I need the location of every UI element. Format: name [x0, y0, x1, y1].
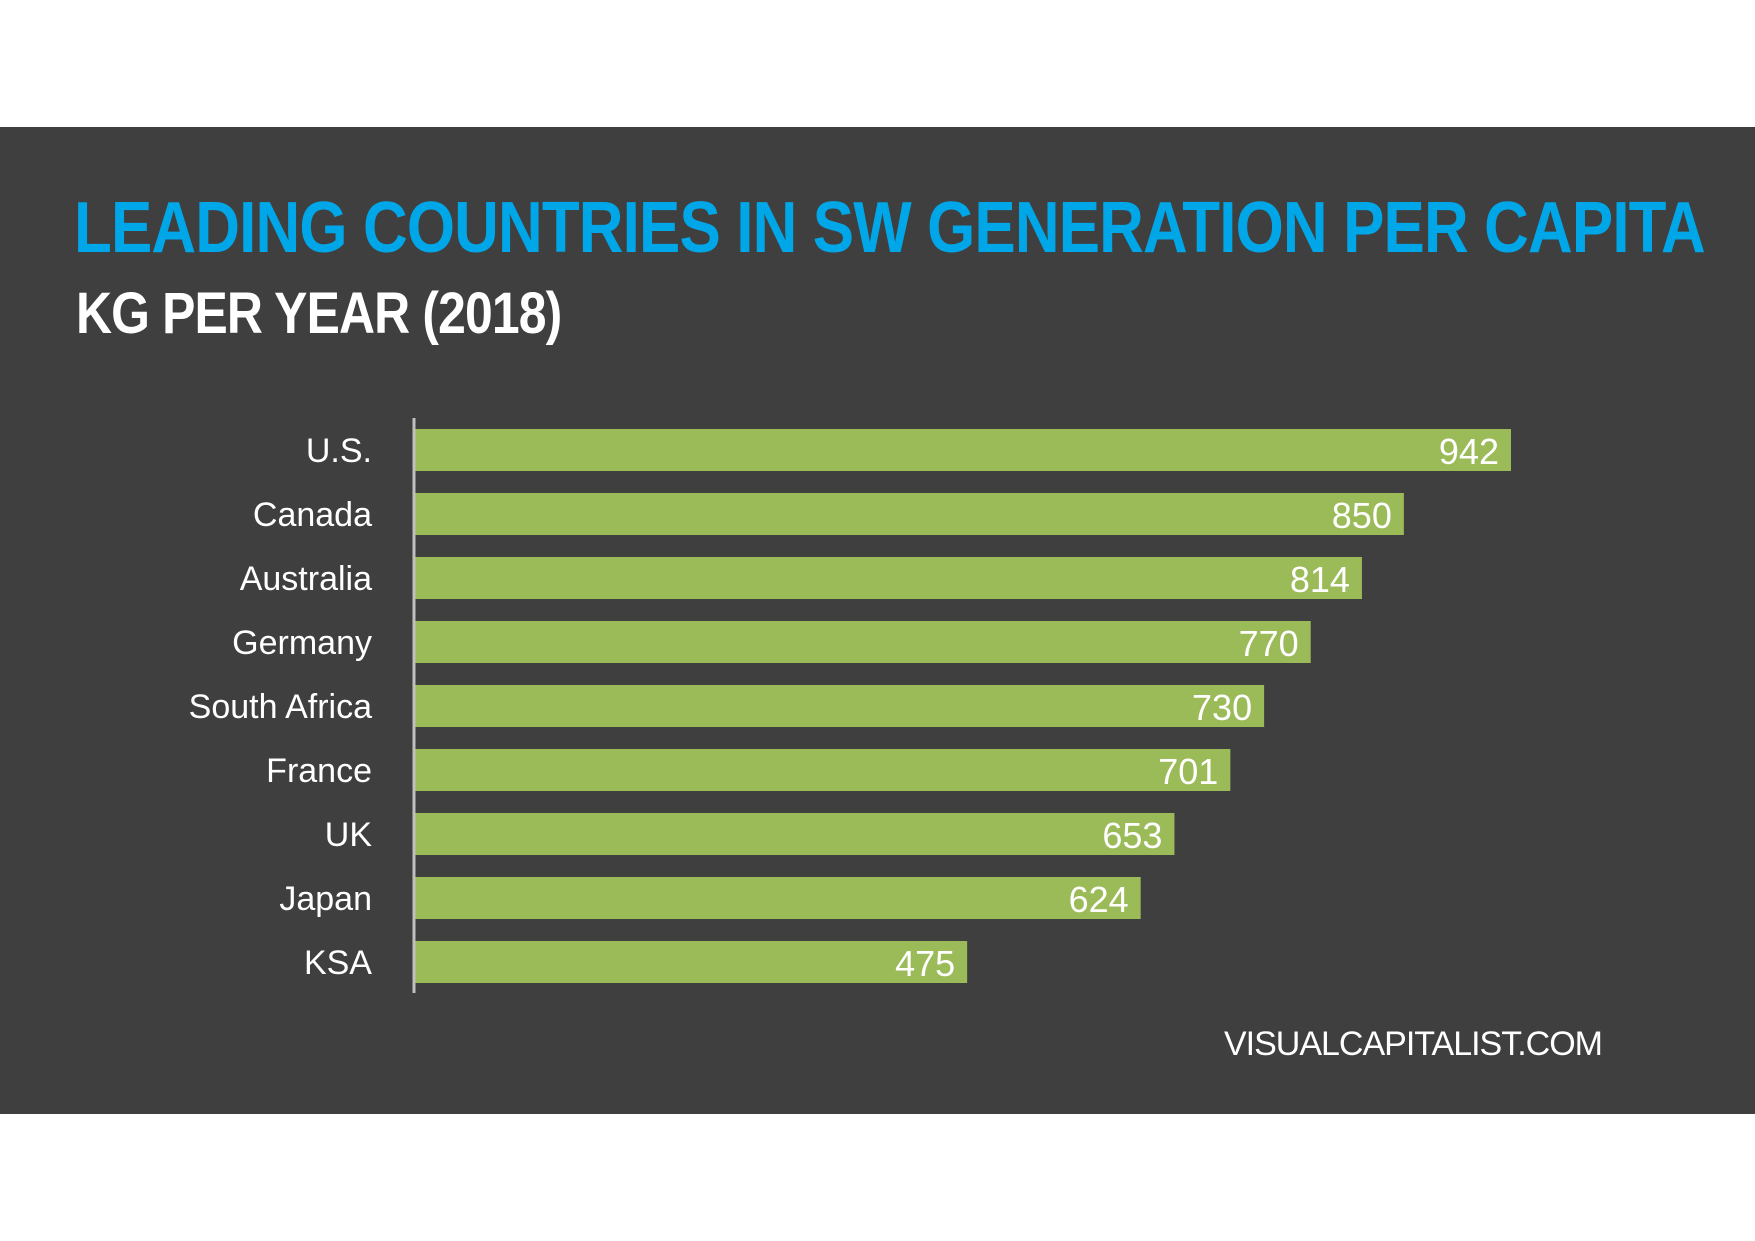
category-label: France	[266, 752, 372, 790]
bar-france	[414, 749, 1231, 791]
bar-ksa	[414, 941, 968, 983]
bar-japan	[414, 877, 1141, 919]
source-credit: VISUALCAPITALIST.COM	[1223, 1025, 1603, 1063]
bar-uk	[414, 813, 1175, 855]
bar-germany	[414, 621, 1311, 663]
bar-chart: U.S. 942 Canada 850 Australia 814 Germany 770 So…	[189, 418, 1511, 993]
value-label: 653	[1102, 815, 1162, 856]
bar-south-africa	[414, 685, 1265, 727]
value-label: 475	[895, 943, 955, 984]
category-label: Canada	[253, 496, 372, 534]
category-label: U.S.	[306, 432, 372, 470]
category-label: Germany	[232, 624, 372, 662]
value-label: 814	[1290, 559, 1350, 600]
value-label: 850	[1332, 495, 1392, 536]
value-label: 942	[1439, 431, 1499, 472]
value-label: 730	[1192, 687, 1252, 728]
value-label: 770	[1239, 623, 1299, 664]
chart-title: LEADING COUNTRIES IN SW GENERATION PER C…	[74, 188, 1706, 268]
bar-u-s	[414, 429, 1511, 471]
category-label: KSA	[304, 944, 372, 982]
chart-subtitle: KG PER YEAR (2018)	[76, 281, 562, 346]
category-label: South Africa	[189, 688, 372, 726]
value-label: 624	[1069, 879, 1129, 920]
bar-australia	[414, 557, 1362, 599]
category-label: Australia	[240, 560, 372, 598]
category-label: Japan	[279, 880, 372, 918]
chart-panel: LEADING COUNTRIES IN SW GENERATION PER C…	[0, 127, 1755, 1114]
category-label: UK	[325, 816, 373, 854]
value-label: 701	[1158, 751, 1218, 792]
bar-canada	[414, 493, 1404, 535]
